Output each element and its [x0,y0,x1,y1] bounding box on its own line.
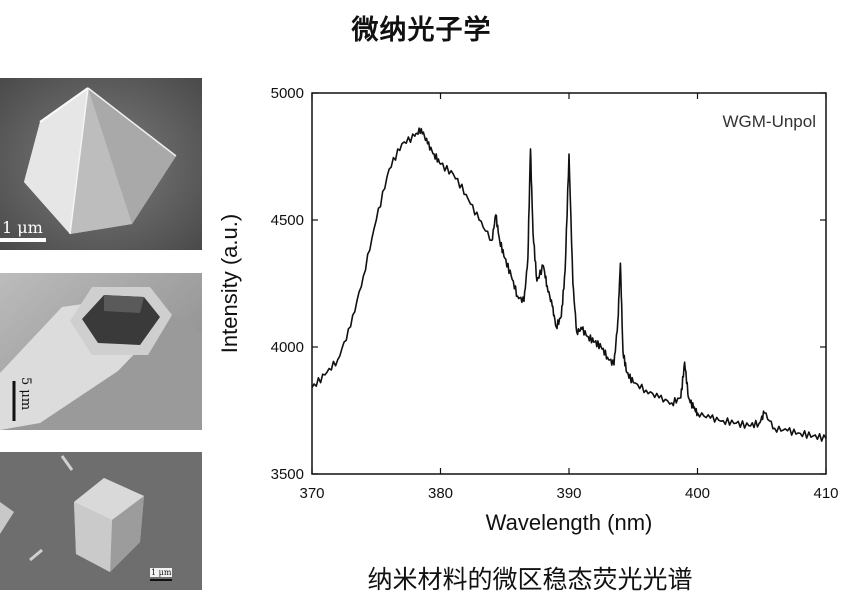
scale-bar-label: 5 μm [18,377,33,411]
scale-bar-label: 1 μm [150,568,173,577]
y-tick-label: 3500 [271,466,304,483]
x-tick-label: 400 [685,485,710,502]
x-tick-label: 380 [428,485,453,502]
hexagonal-tube-micrograph: 5 μm [0,273,202,430]
y-tick-label: 4000 [271,339,304,356]
cube-micrograph: 1 μm [0,452,202,590]
x-tick-label: 390 [556,485,581,502]
figure-caption: 纳米材料的微区稳态荧光光谱 [367,565,693,594]
y-tick-label: 5000 [271,85,304,102]
legend-label: WGM-Unpol [722,112,816,131]
y-tick-label: 4500 [271,212,304,229]
octahedron-micrograph: 1 μm [0,78,202,250]
y-axis-label: Intensity (a.u.) [217,214,242,353]
x-tick-label: 410 [813,485,838,502]
x-tick-label: 370 [299,485,324,502]
x-axis-label: Wavelength (nm) [486,510,653,535]
plot-frame [311,92,827,475]
page-title: 微纳光子学 [351,15,492,46]
series-line [311,127,827,442]
scale-bar-label: 1 μm [2,218,43,237]
